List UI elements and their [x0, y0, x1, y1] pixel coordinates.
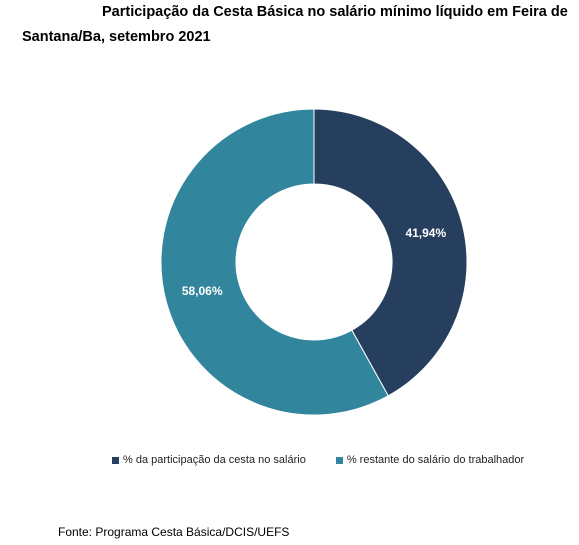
legend-label-cesta: % da participação da cesta no salário [123, 454, 306, 466]
legend-swatch-cesta [112, 456, 119, 464]
legend-swatch-restante [335, 456, 343, 464]
chart-title: Participação da Cesta Básica no salário … [22, 4, 568, 45]
data-label-1: 58,06% [182, 284, 223, 298]
legend-item-restante: % restante do salário do trabalhador [335, 454, 525, 466]
legend-item-cesta: % da participação da cesta no salário [112, 454, 306, 466]
legend: % da participação da cesta no salário % … [112, 454, 554, 466]
donut-slice-0 [313, 108, 468, 397]
source-note: Fonte: Programa Cesta Básica/DCIS/UEFS [58, 525, 290, 539]
legend-label-restante: % restante do salário do trabalhador [346, 454, 525, 466]
donut-slice-1 [160, 108, 389, 416]
data-label-0: 41,94% [405, 226, 446, 240]
